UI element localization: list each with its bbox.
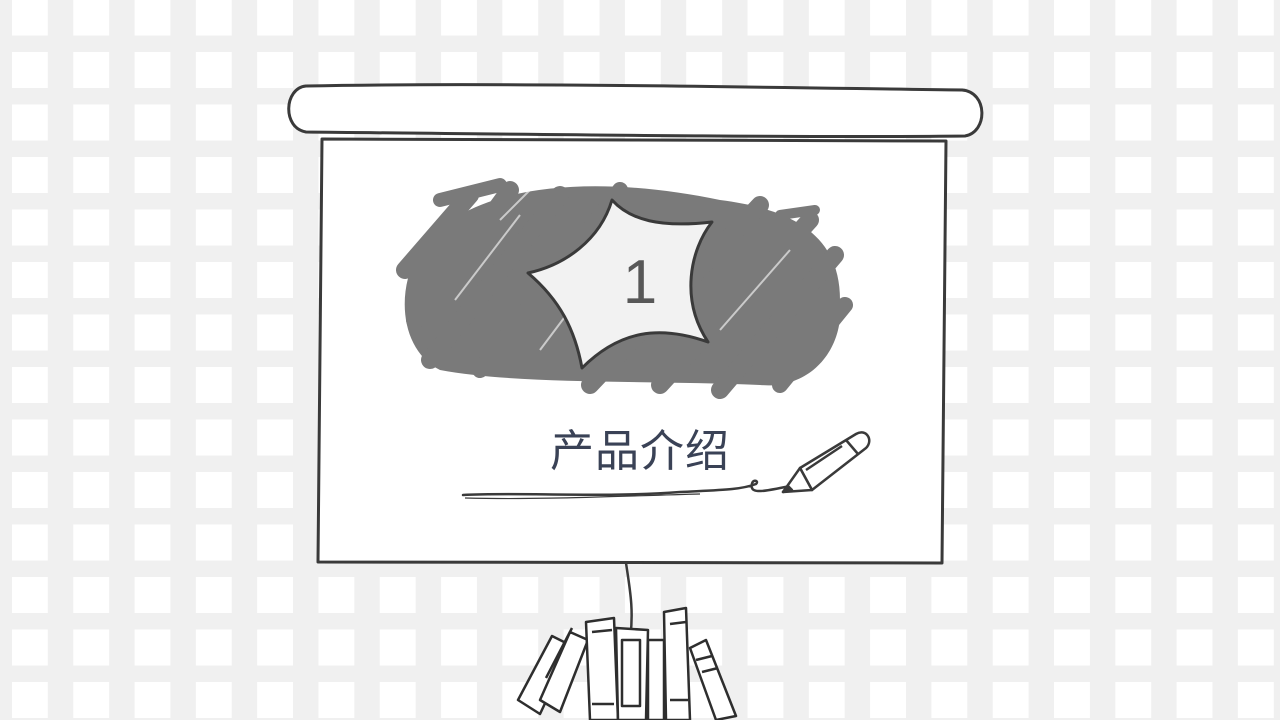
section-number: 1	[622, 248, 658, 317]
section-title: 产品介绍	[550, 426, 730, 477]
pencil-icon	[781, 431, 871, 494]
books-icon	[516, 606, 738, 720]
wavy-underline	[461, 479, 792, 497]
star-badge-icon	[526, 198, 714, 370]
screen-roll	[287, 83, 984, 139]
